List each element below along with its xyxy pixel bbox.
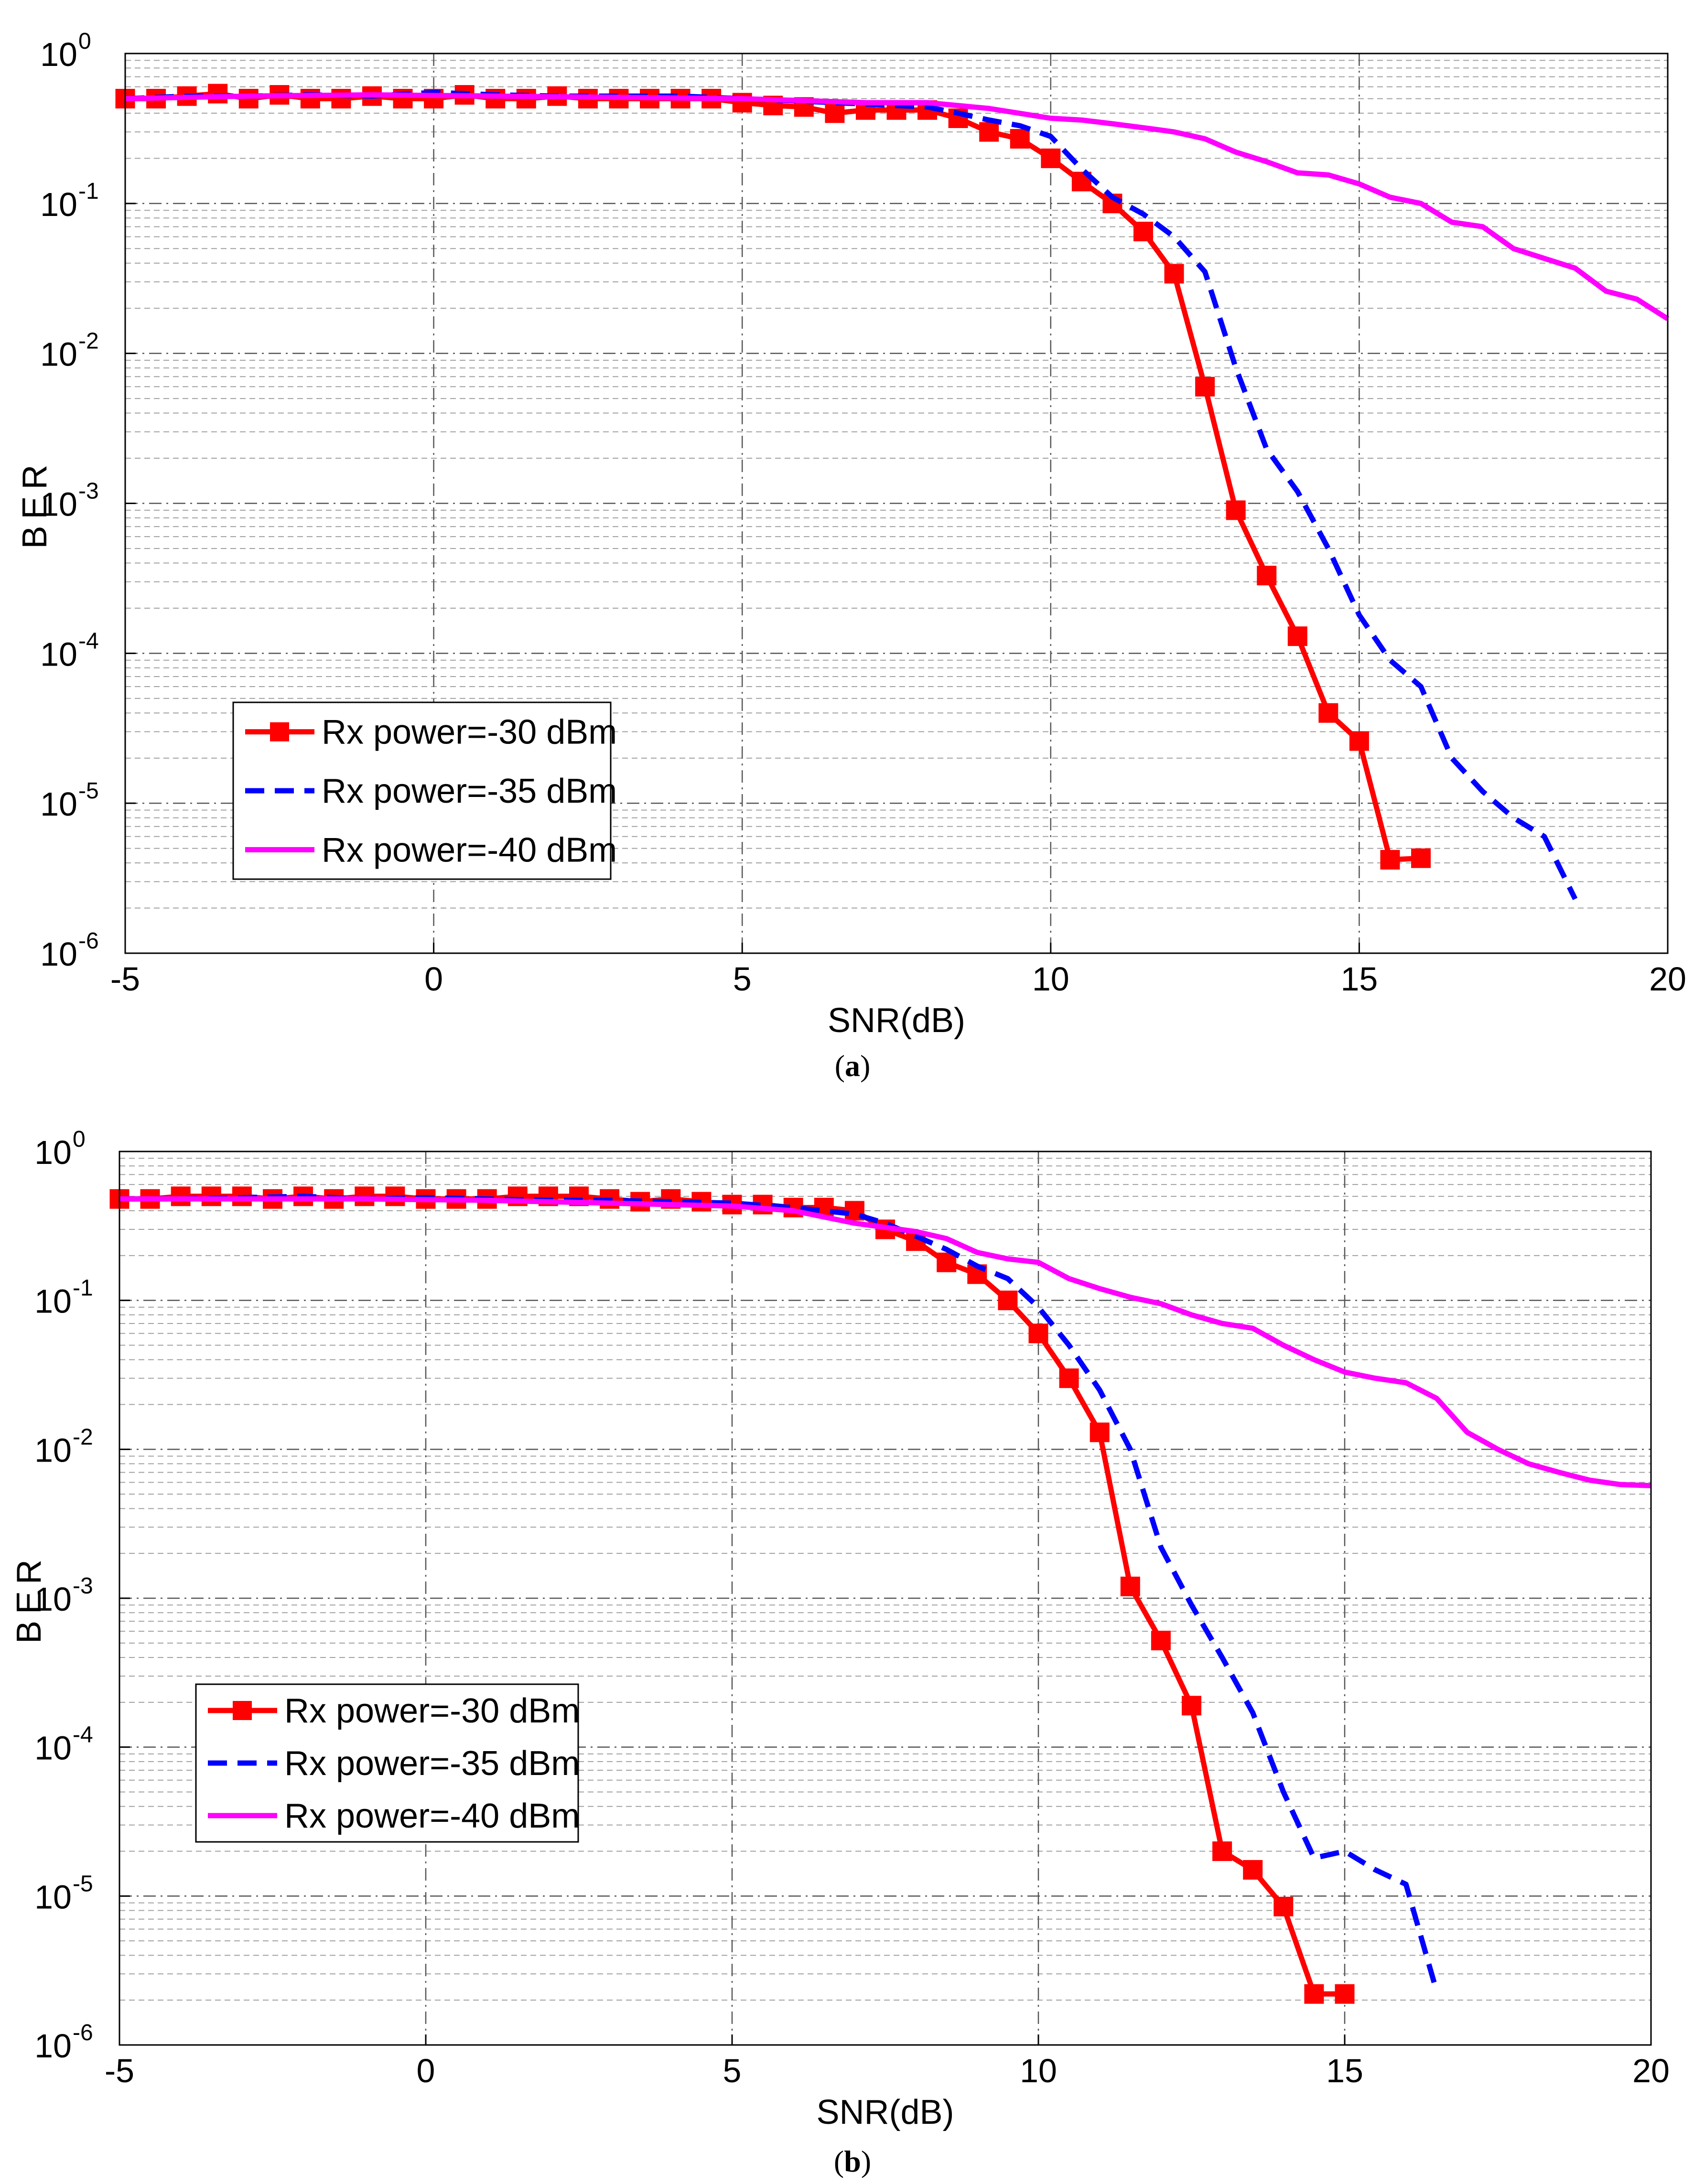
legend-marker <box>233 1701 252 1720</box>
x-tick-label: 10 <box>1020 2052 1057 2089</box>
data-point-marker <box>1133 222 1153 242</box>
data-point-marker <box>1411 848 1431 868</box>
data-point-marker <box>1041 148 1061 168</box>
data-point-marker <box>1304 1984 1324 2004</box>
y-tick-label: 10 <box>34 2027 72 2065</box>
data-point-marker <box>1164 264 1184 284</box>
data-point-marker <box>825 103 845 123</box>
y-tick-exponent: -2 <box>73 1424 93 1450</box>
x-axis-label: SNR(dB) <box>816 2093 954 2131</box>
y-tick-exponent: -4 <box>78 628 99 654</box>
data-point-marker <box>1151 1631 1171 1651</box>
caption-a: (a) <box>835 1049 871 1083</box>
data-point-marker <box>1090 1422 1110 1442</box>
y-tick-exponent: -5 <box>73 1871 93 1896</box>
y-tick-exponent: 0 <box>78 29 91 54</box>
y-tick-exponent: -6 <box>73 2020 93 2045</box>
y-axis-label: BER <box>16 458 54 549</box>
y-tick-exponent: -3 <box>78 479 99 504</box>
legend-marker <box>270 722 289 742</box>
data-point-marker <box>1335 1984 1355 2004</box>
data-point-marker <box>1243 1860 1263 1880</box>
data-point-marker <box>1010 129 1030 149</box>
legend-label: Rx power=-35 dBm <box>284 1744 580 1783</box>
legend-label: Rx power=-40 dBm <box>284 1797 580 1835</box>
y-tick-label: 10 <box>40 635 77 673</box>
data-point-marker <box>1182 1696 1201 1716</box>
x-tick-label: 0 <box>424 960 443 998</box>
y-tick-label: 10 <box>40 36 77 73</box>
data-point-marker <box>844 1201 864 1221</box>
x-tick-label: 5 <box>723 2052 742 2089</box>
y-tick-label: 10 <box>34 1431 72 1469</box>
x-tick-label: 15 <box>1340 960 1378 998</box>
y-tick-label: 10 <box>40 936 77 973</box>
legend-label: Rx power=-35 dBm <box>322 772 617 810</box>
y-tick-exponent: -2 <box>78 329 99 354</box>
data-point-marker <box>998 1291 1018 1311</box>
y-axis-label: BER <box>10 1553 48 1644</box>
y-tick-label: 10 <box>40 785 77 823</box>
y-tick-exponent: -4 <box>73 1722 93 1748</box>
data-point-marker <box>1120 1576 1140 1596</box>
y-tick-exponent: -1 <box>73 1276 93 1301</box>
y-tick-label: 10 <box>34 1581 72 1618</box>
y-tick-label: 10 <box>40 486 77 523</box>
legend-label: Rx power=-30 dBm <box>322 713 617 752</box>
x-tick-label: -5 <box>110 960 140 998</box>
data-point-marker <box>1028 1323 1048 1344</box>
data-point-marker <box>1059 1368 1079 1388</box>
y-tick-exponent: -1 <box>78 179 99 204</box>
legend-label: Rx power=-30 dBm <box>284 1692 580 1730</box>
data-point-marker <box>1318 703 1338 723</box>
data-point-marker <box>1257 566 1277 586</box>
x-tick-label: 5 <box>733 960 752 998</box>
y-tick-label: 10 <box>34 1283 72 1320</box>
data-point-marker <box>1226 500 1246 520</box>
y-tick-exponent: -5 <box>78 778 99 804</box>
data-point-marker <box>979 122 999 142</box>
data-point-marker <box>1287 626 1307 646</box>
x-axis-label: SNR(dB) <box>828 1001 965 1040</box>
x-tick-label: 10 <box>1032 960 1069 998</box>
x-tick-label: 0 <box>417 2052 435 2089</box>
data-point-marker <box>1273 1896 1294 1916</box>
series-line-rx-power-40-dbm <box>119 1196 1651 1488</box>
y-tick-exponent: 0 <box>73 1127 86 1152</box>
series-line-rx-power-35-dbm <box>125 90 1578 900</box>
data-point-marker <box>331 88 351 108</box>
data-point-marker <box>1195 377 1215 397</box>
series-line-rx-power-40-dbm <box>125 92 1669 321</box>
data-point-marker <box>1380 850 1400 870</box>
y-tick-exponent: -6 <box>78 928 99 954</box>
y-tick-label: 10 <box>40 186 77 223</box>
y-tick-label: 10 <box>34 1134 72 1171</box>
x-tick-label: 20 <box>1632 2052 1670 2089</box>
y-tick-exponent: -3 <box>73 1573 93 1599</box>
data-point-marker <box>1212 1841 1232 1861</box>
x-tick-label: 15 <box>1326 2052 1363 2089</box>
x-tick-label: -5 <box>105 2052 134 2089</box>
x-tick-label: 20 <box>1649 960 1686 998</box>
y-tick-label: 10 <box>40 336 77 373</box>
data-point-marker <box>1349 731 1369 751</box>
y-tick-label: 10 <box>34 1878 72 1915</box>
data-point-marker <box>937 1252 957 1272</box>
caption-b: (b) <box>834 2144 871 2178</box>
y-tick-label: 10 <box>34 1730 72 1767</box>
legend-label: Rx power=-40 dBm <box>322 831 617 869</box>
